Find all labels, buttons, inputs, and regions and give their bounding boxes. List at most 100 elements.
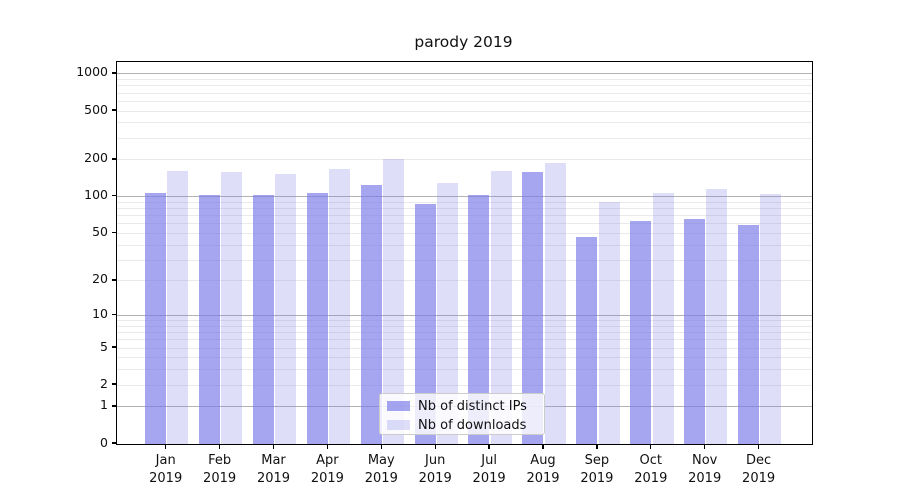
x-tick-month: Sep — [584, 453, 610, 468]
x-tick-mark — [596, 445, 598, 449]
y-minor-gridline — [117, 100, 812, 102]
x-tick-year: 2019 — [256, 470, 291, 486]
x-tick-year: 2019 — [310, 470, 344, 486]
bar-downloads — [490, 171, 512, 444]
x-tick-year: 2019 — [203, 470, 237, 486]
x-tick-label: Feb 2019 — [193, 452, 247, 487]
x-tick-year: 2019 — [149, 470, 183, 486]
x-tick-label: Oct 2019 — [624, 452, 678, 487]
y-minor-gridline — [117, 159, 812, 161]
y-minor-gridline — [117, 85, 812, 87]
y-tick-label: 2 — [100, 375, 108, 391]
bar-downloads — [383, 158, 404, 444]
x-tick-mark — [757, 445, 760, 449]
y-minor-gridline — [117, 369, 812, 371]
x-tick-label: Jun 2019 — [408, 452, 462, 487]
x-tick-label: Sep 2019 — [570, 452, 624, 487]
x-tick-mark — [488, 445, 490, 449]
y-tick-mark — [112, 313, 116, 316]
x-tick-year: 2019 — [688, 470, 722, 486]
bar-downloads — [167, 171, 189, 444]
bar-downloads — [436, 182, 458, 444]
y-tick-label: 200 — [84, 150, 108, 166]
y-tick-mark — [112, 383, 116, 385]
y-minor-gridline — [117, 92, 812, 94]
x-tick-mark — [326, 445, 329, 449]
bar-distinct-ips — [306, 193, 328, 444]
y-tick-mark — [112, 346, 116, 348]
y-major-gridline — [117, 196, 812, 198]
x-tick-month: Dec — [746, 453, 772, 468]
y-major-gridline — [117, 315, 812, 317]
legend-swatch-distinct-ips — [387, 401, 410, 411]
x-tick-mark — [542, 445, 544, 449]
legend-row-distinct-ips: Nb of distinct IPs — [380, 396, 544, 416]
legend-label-distinct-ips: Nb of distinct IPs — [418, 399, 527, 414]
y-tick-mark — [112, 442, 116, 444]
y-minor-gridline — [117, 320, 812, 322]
x-tick-year: 2019 — [364, 470, 398, 486]
x-tick-label: Aug 2019 — [516, 452, 570, 487]
bar-downloads — [544, 163, 566, 444]
y-minor-gridline — [117, 332, 812, 334]
x-tick-month: Aug — [530, 453, 556, 468]
y-minor-gridline — [117, 384, 812, 386]
x-tick-year: 2019 — [418, 470, 452, 486]
y-minor-gridline — [117, 259, 812, 261]
y-minor-gridline — [117, 122, 812, 124]
y-minor-gridline — [117, 244, 812, 246]
x-tick-month: Jan — [155, 453, 176, 468]
y-minor-gridline — [117, 232, 812, 234]
x-tick-mark — [218, 445, 221, 449]
y-tick-mark — [112, 279, 116, 281]
y-minor-gridline — [117, 339, 812, 341]
y-minor-gridline — [117, 201, 812, 203]
y-minor-gridline — [117, 79, 812, 81]
x-tick-month: Nov — [692, 453, 718, 468]
x-tick-label: Dec 2019 — [732, 452, 786, 487]
x-tick-label: May 2019 — [354, 452, 408, 487]
bar-downloads — [598, 202, 620, 444]
y-tick-mark — [112, 158, 116, 160]
y-tick-label: 100 — [84, 187, 108, 203]
y-minor-gridline — [117, 137, 812, 139]
plot-area — [116, 61, 813, 445]
bar-downloads — [760, 194, 782, 444]
bar-downloads — [652, 192, 674, 444]
y-minor-gridline — [117, 110, 812, 112]
x-tick-month: Feb — [208, 453, 232, 468]
y-tick-mark — [112, 109, 116, 111]
bar-downloads — [221, 172, 243, 444]
bar-downloads — [275, 173, 297, 444]
x-tick-year: 2019 — [634, 470, 668, 486]
y-tick-label: 20 — [92, 271, 108, 287]
y-minor-gridline — [117, 347, 812, 349]
legend: Nb of distinct IPs Nb of downloads — [379, 393, 545, 435]
bar-distinct-ips — [414, 203, 436, 444]
y-tick-label: 1 — [100, 397, 108, 413]
x-tick-mark — [380, 445, 382, 449]
bar-downloads — [329, 168, 351, 444]
bar-distinct-ips — [468, 195, 490, 444]
y-major-gridline — [117, 73, 812, 75]
legend-row-downloads: Nb of downloads — [380, 415, 544, 435]
y-minor-gridline — [117, 223, 812, 225]
x-tick-mark — [704, 445, 706, 449]
y-tick-label: 500 — [84, 101, 108, 117]
x-tick-month: Apr — [316, 453, 339, 468]
y-tick-mark — [112, 72, 116, 74]
y-minor-gridline — [117, 208, 812, 210]
bar-distinct-ips — [630, 221, 652, 444]
bar-distinct-ips — [360, 184, 382, 444]
x-tick-month: May — [367, 453, 395, 468]
x-tick-month: Oct — [639, 453, 663, 468]
x-tick-mark — [165, 445, 167, 449]
y-tick-label: 0 — [100, 434, 108, 450]
y-tick-mark — [112, 231, 116, 234]
x-tick-mark — [272, 445, 275, 449]
bar-distinct-ips — [198, 195, 220, 444]
x-tick-label: Nov 2019 — [678, 452, 732, 487]
x-tick-month: Jun — [425, 453, 446, 468]
x-tick-month: Jul — [481, 453, 497, 468]
bar-distinct-ips — [145, 192, 166, 444]
